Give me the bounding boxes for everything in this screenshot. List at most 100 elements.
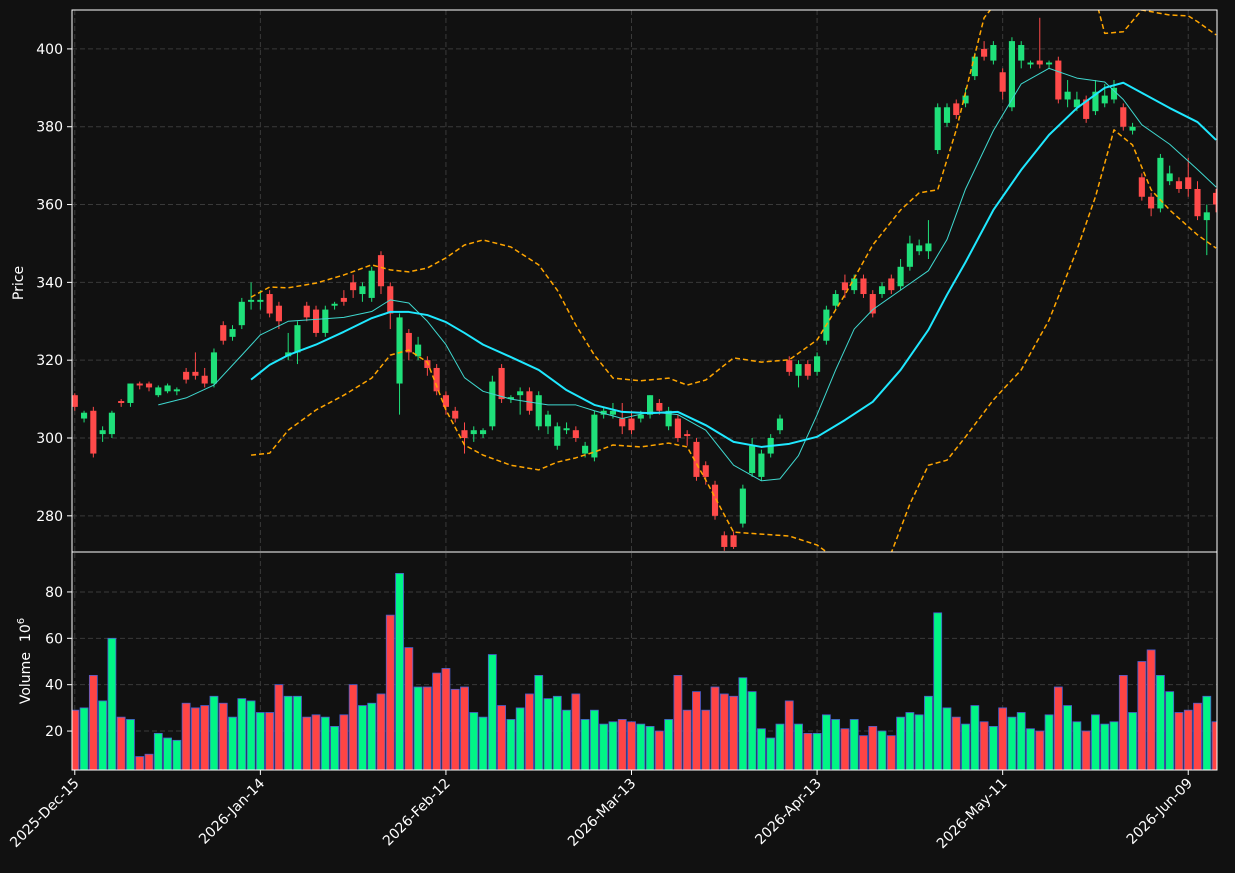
candle-body [860, 278, 867, 295]
volume-bar [775, 723, 785, 770]
volume-bar [599, 723, 609, 770]
y-tick-label: 380 [36, 120, 63, 136]
candle-body [851, 278, 858, 291]
candle-body [1203, 212, 1210, 221]
volume-bar [1202, 695, 1212, 770]
candle-body [108, 412, 115, 435]
candle-body [702, 465, 709, 477]
volume-bar [543, 698, 553, 770]
volume-bar [738, 677, 748, 770]
candle-body [350, 282, 357, 291]
volume-bar [840, 728, 850, 770]
candle-body [925, 243, 932, 252]
volume-bar [673, 675, 683, 770]
volume-tick-label: 80 [45, 585, 63, 601]
volume-bar [153, 732, 163, 770]
volume-bar [460, 686, 469, 770]
volume-bar [877, 730, 887, 770]
volume-bar [1053, 686, 1063, 770]
volume-bar [1016, 712, 1026, 770]
volume-bar [469, 712, 479, 770]
volume-bar [441, 668, 451, 770]
y-tick-label: 400 [36, 42, 63, 58]
candle-body [238, 301, 245, 326]
candle-body [934, 107, 941, 151]
candle-body [739, 488, 746, 524]
volume-bar [701, 709, 711, 770]
candle-body [841, 282, 848, 291]
volume-tick-label: 20 [45, 724, 63, 740]
candle-body [832, 294, 839, 306]
volume-bar [970, 705, 980, 770]
volume-bar [218, 702, 228, 770]
candle-body [461, 430, 468, 438]
candle-body [1008, 41, 1016, 108]
candle-body [303, 305, 310, 318]
candle-body [275, 305, 282, 322]
candle-body [544, 414, 552, 427]
volume-bar [552, 695, 562, 770]
candle-body [721, 535, 728, 547]
overlay-line [158, 67, 1217, 482]
candle-body [786, 360, 793, 372]
candle-body [415, 344, 422, 357]
volume-bar [1109, 721, 1119, 770]
candle-body [340, 297, 347, 302]
volume-bar [654, 730, 664, 770]
candle-body [878, 286, 886, 295]
volume-bar [79, 707, 89, 770]
volume-bar [163, 737, 172, 770]
candle-body [962, 95, 969, 104]
volume-bar [627, 721, 636, 770]
volume-bar [988, 726, 998, 770]
candle-body [1018, 45, 1025, 61]
candle-body [164, 385, 171, 392]
volume-bar [682, 709, 692, 770]
volume-bar [358, 705, 367, 770]
volume-axis-label: Volume 106 [16, 618, 34, 704]
volume-bar [144, 753, 154, 770]
candle-body [192, 371, 199, 376]
volume-bar [432, 672, 442, 770]
candle-body [517, 391, 524, 396]
volume-bar [293, 695, 302, 770]
volume-bar [534, 675, 544, 770]
candle-body [470, 430, 477, 435]
volume-bar [859, 735, 868, 770]
candle-body [684, 434, 691, 437]
candle-body [916, 245, 923, 252]
candle-body [628, 418, 635, 431]
volume-bar [1193, 702, 1202, 770]
volume-label: Volume [18, 652, 34, 704]
y-tick-label: 300 [36, 431, 63, 447]
candle-body [814, 356, 821, 372]
candle-body [647, 395, 654, 415]
candle-body [888, 278, 895, 291]
candle-body [145, 383, 153, 388]
volume-bar [617, 719, 627, 770]
candle-body [1138, 177, 1145, 197]
volume-bar [330, 726, 339, 770]
candle-body [1120, 107, 1127, 127]
volume-bar [580, 719, 590, 770]
volume-bar [562, 709, 571, 770]
volume-bar [339, 714, 349, 770]
candle-body [294, 325, 301, 353]
candle-body [507, 397, 514, 400]
volume-bar [608, 721, 618, 770]
volume-bar [515, 707, 525, 770]
candle-body [758, 453, 765, 477]
candle-body [1157, 157, 1164, 209]
candle-body [674, 418, 681, 438]
candle-body [136, 383, 143, 386]
volume-bar [692, 691, 701, 770]
volume-bar [1118, 675, 1128, 770]
candle-body [1148, 196, 1155, 209]
candle-body [81, 412, 88, 419]
volume-bar [766, 737, 776, 770]
volume-bar [933, 612, 943, 770]
candle-body [229, 329, 236, 337]
volume-bar [88, 675, 98, 770]
volume-tick-label: 40 [45, 678, 63, 694]
